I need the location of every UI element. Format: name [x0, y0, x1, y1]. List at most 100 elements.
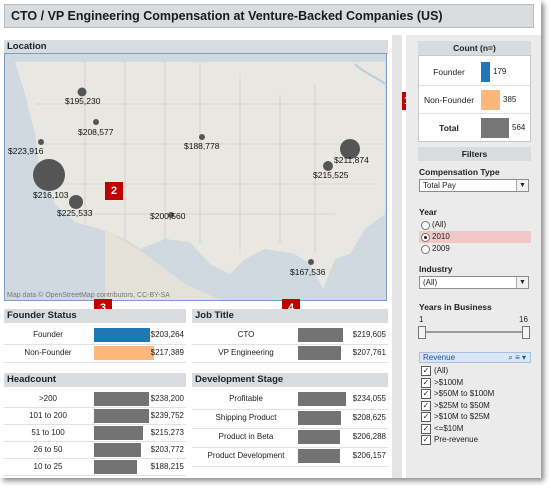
chevron-down-icon[interactable]: ▼ — [516, 180, 528, 191]
headcount-value: $188,215 — [150, 462, 184, 471]
revenue-option-label: Pre-revenue — [434, 435, 479, 444]
dashboard-frame: CTO / VP Engineering Compensation at Ven… — [4, 4, 541, 478]
checkbox-checked-icon[interactable]: ✓ — [421, 423, 431, 434]
checkbox-checked-icon[interactable]: ✓ — [421, 435, 431, 445]
count-row[interactable]: Non-Founder 385 — [419, 87, 530, 114]
headcount-row[interactable]: 51 to 100 $215,273 — [4, 425, 186, 442]
development-stage-bar[interactable] — [298, 430, 340, 444]
chevron-down-icon[interactable]: ▼ — [516, 277, 528, 288]
slider-handle-max[interactable] — [522, 326, 530, 339]
count-value: 179 — [493, 67, 507, 76]
development-stage-bar[interactable] — [298, 411, 341, 425]
revenue-option[interactable]: ✓ >$100M — [419, 377, 531, 388]
map-value-label: $223,916 — [8, 146, 44, 156]
job-title-value: $207,761 — [352, 348, 386, 357]
development-stage-label: Product in Beta — [218, 432, 274, 441]
revenue-option[interactable]: ✓ >$50M to $100M — [419, 388, 531, 399]
compensation-type-dropdown[interactable]: Total Pay ▼ — [419, 179, 529, 192]
scrollbar[interactable] — [392, 35, 402, 478]
headcount-label: 10 to 25 — [33, 462, 63, 471]
year-option-2009[interactable]: 2009 — [419, 243, 531, 255]
headcount-label: 51 to 100 — [31, 428, 65, 437]
revenue-option[interactable]: ✓ (All) — [419, 365, 531, 376]
count-bar[interactable] — [481, 118, 509, 138]
map-value-label: $208,577 — [78, 127, 114, 137]
slider-max: 16 — [519, 315, 528, 324]
development-stage-label: Profitable — [229, 394, 263, 403]
headcount-row[interactable]: 26 to 50 $203,772 — [4, 442, 186, 459]
revenue-option[interactable]: ✓ <=$10M — [419, 423, 531, 434]
radio-icon — [421, 245, 430, 254]
map-bubbles[interactable] — [33, 87, 360, 266]
job-title-label: CTO — [237, 330, 255, 339]
revenue-option-label: <=$10M — [434, 423, 464, 433]
headcount-bar[interactable] — [94, 426, 143, 440]
development-stage-header: Development Stage — [192, 373, 388, 387]
development-stage-row[interactable]: Profitable $234,055 — [192, 391, 388, 410]
title-bar: CTO / VP Engineering Compensation at Ven… — [4, 4, 534, 28]
count-row[interactable]: Total 564 — [419, 115, 530, 141]
founder-status-bar[interactable] — [94, 328, 150, 342]
revenue-option[interactable]: ✓ >$10M to $25M — [419, 411, 531, 422]
development-stage-bar[interactable] — [298, 449, 340, 463]
checkbox-checked-icon[interactable]: ✓ — [421, 377, 431, 388]
year-option-2010[interactable]: 2010 — [419, 231, 531, 243]
development-stage-row[interactable]: Shipping Product $208,625 — [192, 410, 388, 429]
count-row[interactable]: Founder 179 — [419, 59, 530, 86]
location-map[interactable]: $195,230 $208,577 $188,778 $223,916 $216… — [4, 53, 387, 301]
job-title-header: Job Title — [192, 309, 388, 323]
job-title-bar[interactable] — [298, 346, 341, 360]
job-title-row[interactable]: CTO $219,605 — [192, 327, 388, 345]
headcount-row[interactable]: 101 to 200 $239,752 — [4, 408, 186, 425]
headcount-bar[interactable] — [94, 409, 149, 423]
founder-status-label: Founder — [33, 330, 63, 339]
count-header: Count (n=) — [418, 41, 531, 55]
slider-handle-min[interactable] — [418, 326, 426, 339]
map-value-label: $195,230 — [65, 96, 101, 106]
revenue-option[interactable]: ✓ >$25M to $50M — [419, 400, 531, 411]
development-stage-bar[interactable] — [298, 392, 346, 406]
count-label: Total — [439, 123, 459, 133]
compensation-type-value: Total Pay — [423, 181, 456, 190]
count-bar[interactable] — [481, 62, 490, 82]
job-title-row[interactable]: VP Engineering $207,761 — [192, 345, 388, 363]
page-title: CTO / VP Engineering Compensation at Ven… — [11, 9, 443, 23]
count-bar[interactable] — [481, 90, 500, 110]
map-value-label: $188,778 — [184, 141, 220, 151]
count-value: 564 — [512, 123, 526, 132]
development-stage-label: Product Development — [207, 451, 285, 460]
map-value-label: $215,525 — [313, 170, 349, 180]
development-stage-row[interactable]: Product in Beta $206,288 — [192, 429, 388, 448]
revenue-header: Revenue ⌕ ≡ ▾ — [419, 352, 531, 363]
headcount-value: $239,752 — [150, 411, 184, 420]
headcount-bar[interactable] — [94, 392, 149, 406]
founder-status-label: Non-Founder — [24, 348, 72, 357]
revenue-option[interactable]: ✓ Pre-revenue — [419, 434, 531, 445]
founder-status-bar[interactable] — [94, 346, 154, 360]
job-title-bar[interactable] — [298, 328, 343, 342]
industry-dropdown[interactable]: (All) ▼ — [419, 276, 529, 289]
founder-status-row[interactable]: Non-Founder $217,389 — [4, 345, 186, 363]
annotation-badge: 2 — [105, 182, 123, 200]
revenue-option-label: >$25M to $50M — [434, 400, 490, 410]
checkbox-checked-icon[interactable]: ✓ — [421, 366, 431, 376]
revenue-option-label: (All) — [434, 366, 449, 375]
revenue-option-label: >$50M to $100M — [434, 389, 495, 398]
checkbox-checked-icon[interactable]: ✓ — [421, 412, 431, 422]
headcount-row[interactable]: 10 to 25 $188,215 — [4, 459, 186, 476]
checkbox-checked-icon[interactable]: ✓ — [421, 400, 431, 411]
slider-track[interactable] — [422, 331, 526, 333]
search-icon[interactable]: ⌕ ≡ ▾ — [508, 353, 526, 362]
slider-min: 1 — [419, 315, 424, 324]
development-stage-row[interactable]: Product Development $206,157 — [192, 448, 388, 467]
count-label: Founder — [433, 67, 465, 77]
checkbox-checked-icon[interactable]: ✓ — [421, 389, 431, 399]
year-option-all[interactable]: (All) — [419, 219, 531, 231]
headcount-row[interactable]: >200 $238,200 — [4, 391, 186, 408]
job-title-label: VP Engineering — [218, 348, 274, 357]
map-attribution: Map data © OpenStreetMap contributors, C… — [7, 292, 170, 299]
radio-icon — [421, 221, 430, 230]
founder-status-row[interactable]: Founder $203,264 — [4, 327, 186, 345]
headcount-bar[interactable] — [94, 443, 141, 457]
headcount-bar[interactable] — [94, 460, 137, 474]
